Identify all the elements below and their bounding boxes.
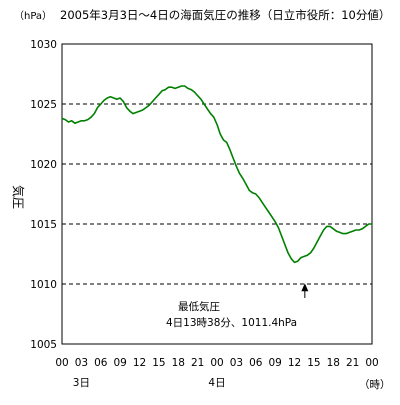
series-layer [61, 85, 372, 264]
day-label-0: 3日 [73, 377, 90, 389]
y-tick-label-1020: 1020 [30, 159, 57, 171]
grid-lines [62, 103, 372, 285]
x-tick-label-0: 00 [55, 357, 68, 369]
y-tick-label-1010: 1010 [30, 279, 57, 291]
x-tick-label-10: 06 [249, 357, 263, 369]
x-tick-label-9: 03 [230, 357, 243, 369]
x-tick-label-3: 09 [113, 357, 126, 369]
y-tick-label-1030: 1030 [30, 39, 57, 51]
x-tick-label-12: 12 [288, 357, 301, 369]
annotation-line2: 4日13時38分、1011.4hPa [166, 317, 297, 329]
x-unit-label: （時） [359, 379, 391, 391]
day-labels: 3日 4日 [73, 377, 226, 389]
x-tick-label-11: 09 [268, 357, 281, 369]
x-tick-label-14: 18 [327, 357, 340, 369]
y-tick-label-1015: 1015 [30, 219, 57, 231]
x-tick-label-13: 15 [307, 357, 320, 369]
x-tick-label-6: 18 [172, 357, 185, 369]
y-tick-label-1025: 1025 [30, 99, 57, 111]
x-tick-label-4: 12 [133, 357, 146, 369]
annotation: 最低気圧 4日13時38分、1011.4hPa [166, 283, 309, 329]
y-tick-label-1005: 1005 [30, 339, 57, 351]
annotation-line1: 最低気圧 [178, 300, 220, 313]
plot-frame [61, 43, 373, 345]
y-unit-label: （hPa） [14, 10, 52, 22]
x-tick-label-5: 15 [152, 357, 165, 369]
x-tick-label-1: 03 [75, 357, 88, 369]
chart-title: 2005年3月3日～4日の海面気圧の推移（日立市役所：10分値） [60, 8, 390, 22]
x-tick-label-8: 00 [210, 357, 223, 369]
x-tick-label-2: 06 [94, 357, 108, 369]
annotation-arrow-head [301, 283, 309, 292]
y-tick-labels: 1005 1010 1015 1020 1025 1030 [30, 39, 57, 351]
x-tick-label-7: 21 [191, 357, 204, 369]
x-tick-labels: 00 03 06 09 12 15 18 21 00 03 06 09 12 15 18 21 00 [55, 357, 378, 369]
x-tick-label-16: 00 [365, 357, 378, 369]
day-label-1: 4日 [208, 377, 225, 389]
x-tick-label-15: 21 [346, 357, 359, 369]
y-axis-label: 気圧 [11, 185, 26, 209]
series-line-0 [61, 85, 372, 264]
